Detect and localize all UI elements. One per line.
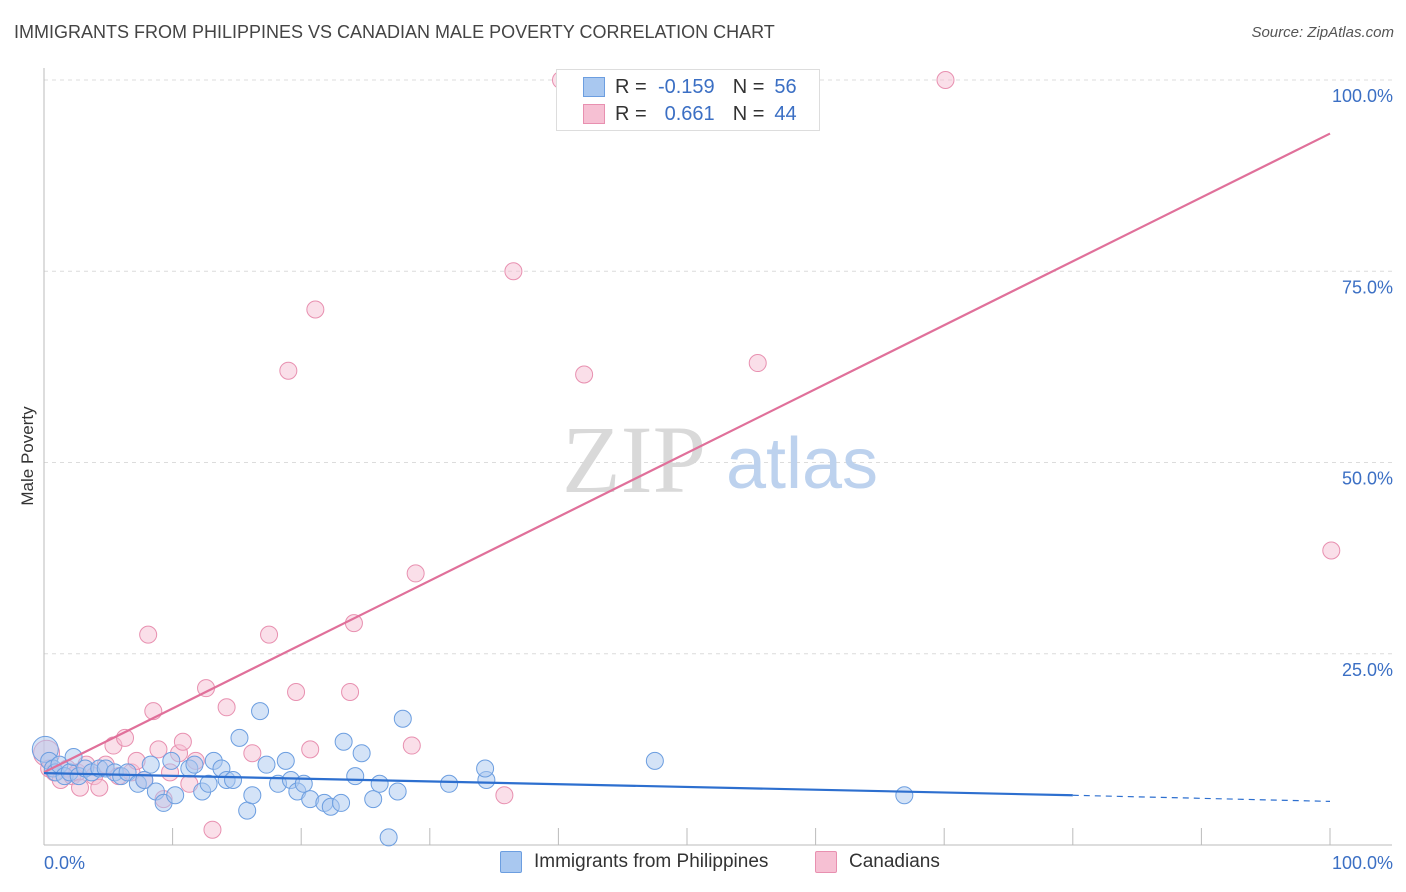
- canadians-point: [1322, 541, 1341, 560]
- philippines-point: [185, 755, 204, 774]
- tick-labels: 25.0% 50.0% 75.0% 100.0% 0.0% 100.0%: [44, 86, 1393, 873]
- philippines-point: [199, 774, 218, 793]
- canadians-point: [575, 365, 594, 384]
- philippines-point: [243, 786, 262, 805]
- canadians-point: [748, 354, 767, 373]
- gridlines: [44, 79, 1392, 655]
- canadians-point: [402, 736, 421, 755]
- trend-lines: [43, 132, 1331, 802]
- y-tick-label: 25.0%: [1342, 660, 1393, 680]
- n-value-canadians: 44: [774, 102, 797, 125]
- philippines-point: [257, 755, 276, 774]
- philippines-trend-extension: [1072, 794, 1331, 802]
- legend-item-philippines[interactable]: Immigrants from Philippines: [500, 851, 768, 873]
- canadians-point: [173, 732, 192, 751]
- n-label: N =: [732, 102, 765, 125]
- canadians-point: [504, 262, 523, 281]
- philippines-point: [895, 786, 914, 805]
- y-tick-label: 100.0%: [1332, 86, 1393, 106]
- canadians-point: [217, 698, 236, 717]
- philippines-point: [645, 751, 664, 770]
- n-value-philippines: 56: [774, 75, 797, 98]
- philippines-points: [31, 702, 914, 847]
- philippines-point: [141, 755, 160, 774]
- philippines-point: [251, 702, 270, 721]
- r-label: R =: [615, 102, 647, 125]
- canadians-point: [90, 778, 109, 797]
- philippines-point: [230, 728, 249, 747]
- philippines-legend-label: Immigrants from Philippines: [534, 851, 769, 872]
- canadians-point: [139, 625, 158, 644]
- philippines-point: [224, 770, 243, 789]
- r-value-philippines: -0.159: [657, 75, 715, 98]
- canadians-trend-line: [43, 132, 1331, 774]
- philippines-point: [166, 786, 185, 805]
- philippines-point: [118, 763, 137, 782]
- canadians-point: [203, 820, 222, 839]
- canadians-point: [287, 683, 306, 701]
- philippines-point: [238, 801, 257, 820]
- chart-title: IMMIGRANTS FROM PHILIPPINES VS CANADIAN …: [14, 22, 775, 42]
- philippines-point: [162, 751, 181, 770]
- philippines-point: [332, 793, 351, 812]
- canadians-point: [406, 564, 425, 583]
- philippines-swatch: [583, 77, 605, 97]
- philippines-point: [346, 767, 365, 786]
- philippines-point: [476, 759, 495, 778]
- canadians-legend-swatch: [815, 851, 837, 873]
- axes: [43, 68, 1392, 846]
- r-label: R =: [615, 75, 647, 98]
- philippines-point: [388, 782, 407, 801]
- canadians-point: [306, 300, 325, 319]
- y-tick-label: 50.0%: [1342, 469, 1393, 489]
- philippines-point: [370, 774, 389, 793]
- philippines-point: [440, 774, 459, 793]
- philippines-legend-swatch: [500, 851, 522, 873]
- philippines-point: [393, 709, 412, 728]
- legend-row-philippines: R = -0.159 N = 56: [557, 74, 797, 100]
- canadians-point: [279, 361, 298, 380]
- y-tick-label: 75.0%: [1342, 277, 1393, 297]
- watermark: ZIP atlas: [562, 406, 878, 513]
- canadians-point: [260, 625, 279, 644]
- canadians-point: [495, 786, 514, 805]
- philippines-point: [379, 828, 398, 847]
- legend-row-canadians: R = 0.661 N = 44: [557, 101, 797, 127]
- n-label: N =: [732, 75, 765, 98]
- canadians-point: [301, 740, 320, 759]
- canadians-point: [936, 71, 955, 89]
- canadians-swatch: [583, 104, 605, 124]
- canadians-point: [243, 744, 262, 763]
- canadians-legend-label: Canadians: [849, 851, 940, 872]
- source-label: Source: ZipAtlas.com: [1251, 24, 1394, 41]
- philippines-point: [276, 751, 295, 770]
- correlation-legend: R = -0.159 N = 56 R = 0.661 N = 44: [556, 69, 820, 131]
- legend-item-canadians[interactable]: Canadians: [815, 851, 940, 873]
- watermark-atlas: atlas: [726, 424, 878, 504]
- philippines-trend-line: [43, 771, 1073, 797]
- watermark-zip: ZIP: [562, 406, 706, 513]
- x-tick-label-min: 0.0%: [44, 853, 85, 873]
- philippines-point: [364, 790, 383, 809]
- x-tick-label-max: 100.0%: [1332, 853, 1393, 873]
- philippines-point: [334, 732, 353, 751]
- canadians-point: [341, 683, 360, 701]
- philippines-point: [352, 744, 371, 763]
- canadians-point: [149, 740, 168, 759]
- r-value-canadians: 0.661: [664, 102, 715, 125]
